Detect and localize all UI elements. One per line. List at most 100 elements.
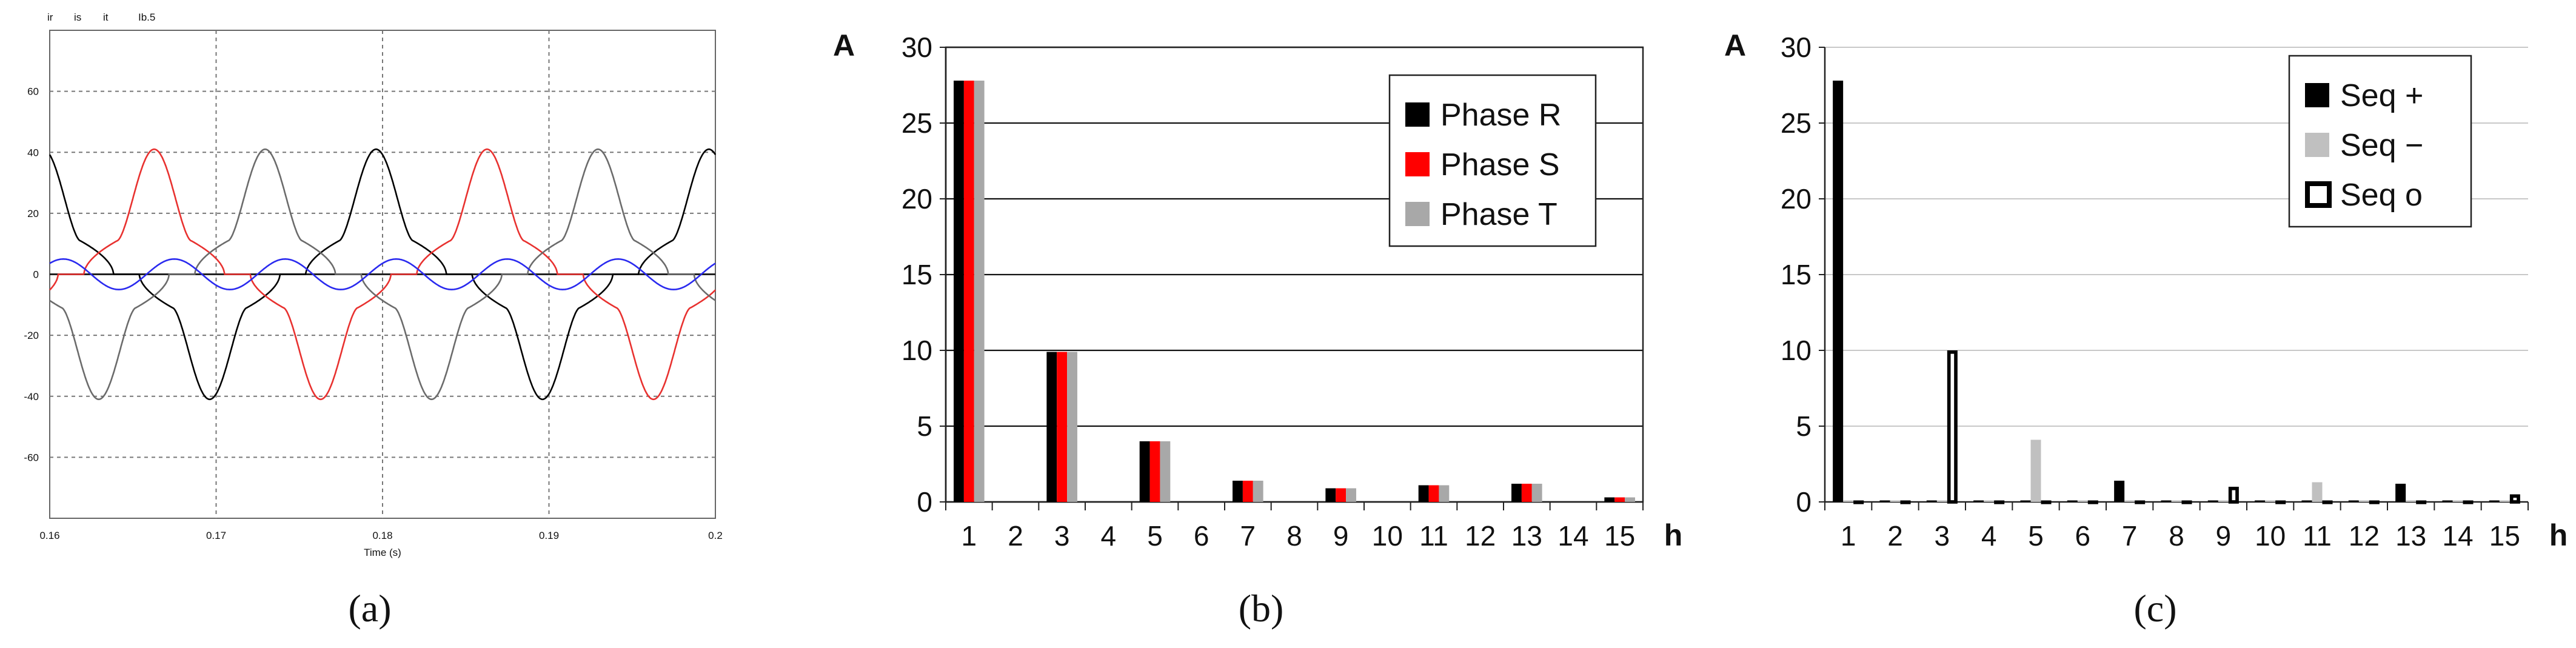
x-tick-label: 5 <box>1147 520 1163 552</box>
series-ir <box>49 148 717 401</box>
series-it <box>49 148 716 401</box>
bar-Phase T <box>974 81 985 502</box>
bar-Seq + <box>2348 500 2359 502</box>
x-tick-label: 8 <box>1286 520 1302 552</box>
y-tick-label: 25 <box>1781 107 1812 139</box>
y-tick-label: 10 <box>1781 335 1812 366</box>
y-tick-label: 20 <box>902 183 932 215</box>
x-tick-label: 14 <box>2442 520 2473 552</box>
x-tick-label: 0.18 <box>372 530 392 541</box>
bar-Seq + <box>1926 500 1937 502</box>
x-tick-label: 6 <box>1194 520 1209 552</box>
legend-label: Phase T <box>1440 197 1557 232</box>
legend-swatch <box>2305 133 2329 157</box>
x-tick-label: 5 <box>2028 520 2044 552</box>
legend-swatch <box>2305 181 2332 208</box>
y-tick-label: 15 <box>902 259 932 290</box>
bar-Seq − <box>2452 500 2463 502</box>
bar-Seq + <box>2301 500 2312 502</box>
bar-Seq − <box>2218 500 2229 502</box>
legend-label: Seq + <box>2340 78 2423 113</box>
bar-Phase R <box>1418 485 1429 502</box>
x-tick-label: 12 <box>2349 520 2380 552</box>
bar-Seq − <box>2077 500 2088 502</box>
bar-Phase S <box>1428 485 1439 502</box>
bar-Phase R <box>1604 497 1615 502</box>
x-axis-title: h <box>1664 518 1683 552</box>
x-tick-label: 0.19 <box>539 530 559 541</box>
legend-entry: it <box>103 12 109 23</box>
legend-entry: ir <box>47 12 53 23</box>
bar-Seq − <box>1843 500 1854 502</box>
bar-Seq o <box>2463 500 2474 504</box>
bar-Phase S <box>1242 481 1253 502</box>
caption-a: (a) <box>348 587 391 630</box>
bar-Phase S <box>1614 497 1625 502</box>
bar-Seq − <box>1890 500 1901 502</box>
x-tick-label: 9 <box>2216 520 2232 552</box>
y-tick-label: 0 <box>917 486 932 518</box>
legend-swatch <box>1405 152 1430 176</box>
bar-Seq + <box>2395 484 2406 502</box>
bar-Seq − <box>2171 500 2182 502</box>
x-axis-title: h <box>2549 518 2568 552</box>
bar-Seq + <box>1879 500 1890 502</box>
bar-Seq o <box>2509 494 2520 504</box>
bar-Seq − <box>2312 482 2323 502</box>
bar-Seq o <box>2369 500 2380 504</box>
panel-a-waveform: 0.16 0.17 0.18 0.19 0.2 60 40 20 0 -20 -40 -60 Time … <box>24 12 722 558</box>
bar-Seq + <box>2442 500 2453 502</box>
bar-Seq − <box>2499 500 2510 502</box>
bar-Seq + <box>2255 500 2266 502</box>
y-tick-label: 40 <box>27 147 39 158</box>
y-tick-label: 60 <box>27 86 39 98</box>
bar-Seq − <box>2124 500 2135 502</box>
bar-Seq o <box>2041 500 2052 504</box>
bar-Phase S <box>1057 352 1068 502</box>
x-tick-label: 0.16 <box>39 530 59 541</box>
x-tick-label: 1 <box>1841 520 1856 552</box>
legend-label: Seq − <box>2340 128 2423 163</box>
bar-Seq + <box>2020 500 2031 502</box>
y-tick-label: -20 <box>24 330 39 341</box>
y-tick-label: 20 <box>1781 183 1812 215</box>
y-tick-label: 10 <box>902 335 932 366</box>
bar-Seq o <box>2135 500 2146 504</box>
legend-label: Phase R <box>1440 98 1561 133</box>
legend-entry: Ib.5 <box>138 12 155 23</box>
x-tick-label: 1 <box>962 520 977 552</box>
x-tick-label: 0.17 <box>206 530 226 541</box>
bar-Phase T <box>1439 485 1450 502</box>
caption-b: (b) <box>1239 587 1284 630</box>
y-tick-label: -40 <box>24 391 39 402</box>
x-tick-label: 12 <box>1465 520 1496 552</box>
bar-Seq − <box>1936 500 1947 502</box>
bar-Phase T <box>1625 497 1635 502</box>
x-tick-label: 13 <box>2395 520 2426 552</box>
y-tick-label: 30 <box>1781 32 1812 63</box>
x-tick-label: 15 <box>2489 520 2520 552</box>
bar-Phase R <box>1511 484 1522 502</box>
bar-Phase R <box>1046 352 1057 502</box>
bar-Seq o <box>2322 500 2333 504</box>
y-tick-label: 5 <box>1796 410 1812 442</box>
series-Ib.5 <box>49 258 716 291</box>
x-tick-label: 14 <box>1557 520 1588 552</box>
x-tick-label: 10 <box>2255 520 2286 552</box>
x-tick-label: 8 <box>2169 520 2184 552</box>
bar-Seq − <box>2406 500 2417 502</box>
x-tick-label: 13 <box>1511 520 1542 552</box>
bar-Phase T <box>1346 488 1356 502</box>
bar-Seq + <box>2161 500 2172 502</box>
legend-swatch <box>2305 83 2329 107</box>
x-tick-label: 4 <box>1981 520 1997 552</box>
series-is <box>49 148 716 401</box>
bar-Seq o <box>1947 350 1958 504</box>
bar-Seq − <box>2265 500 2276 502</box>
x-tick-label: 9 <box>1333 520 1349 552</box>
x-tick-label: 11 <box>1419 520 1448 552</box>
bar-Phase S <box>1336 488 1347 502</box>
legend-label: Phase S <box>1440 147 1560 182</box>
